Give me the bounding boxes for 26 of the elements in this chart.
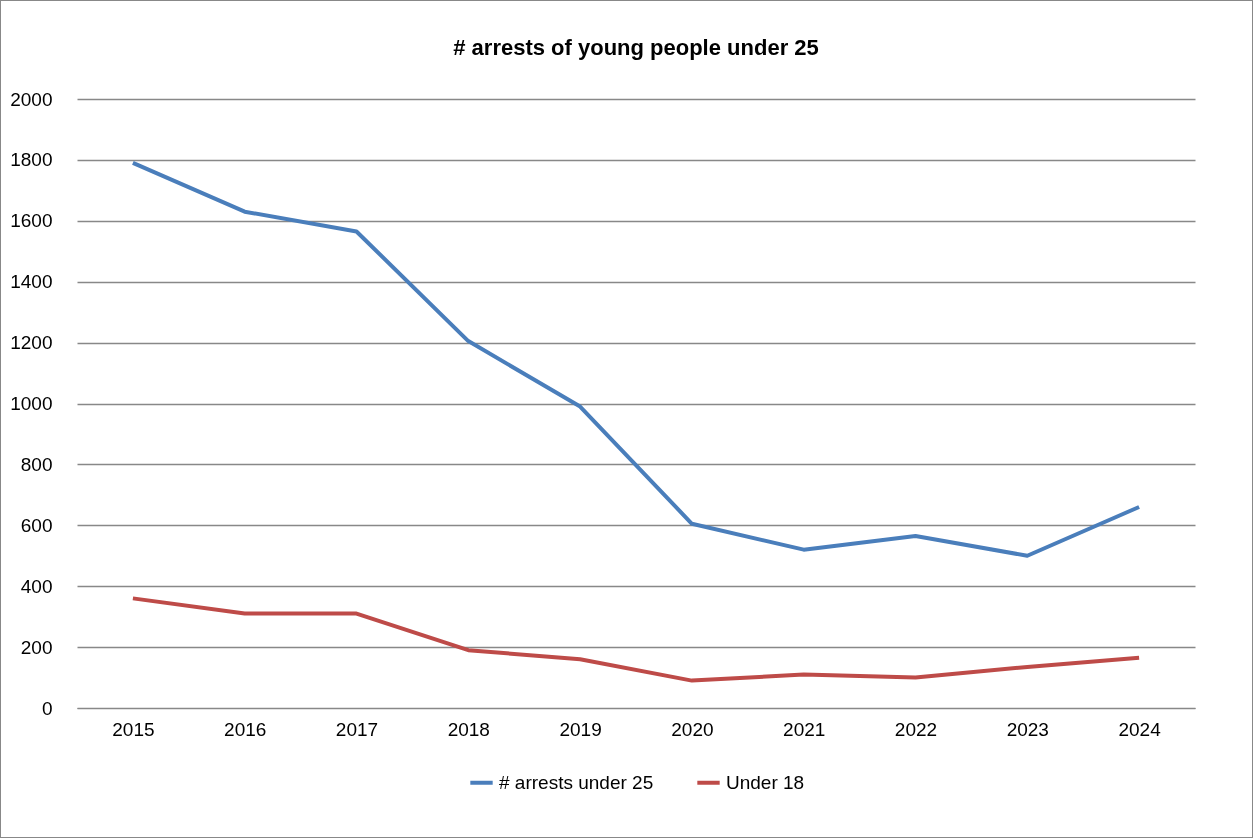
x-tick-label: 2017	[335, 718, 379, 740]
x-tick-label: 2018	[447, 718, 490, 740]
line-series	[130, 596, 1142, 683]
x-tick-label: 2022	[894, 718, 938, 740]
x-tick-label: 2021	[783, 718, 826, 740]
line-series	[130, 160, 1142, 558]
y-tick-label: 2000	[10, 88, 53, 110]
x-tick-label: 2015	[112, 718, 155, 740]
y-tick-label: 600	[20, 514, 53, 536]
chart-title: # arrests of young people under 25	[453, 35, 819, 60]
y-tick-label: 1600	[10, 210, 53, 232]
legend-label: Under 18	[726, 771, 805, 793]
y-tick-label: 1400	[10, 271, 53, 293]
y-tick-label: 200	[20, 636, 53, 658]
legend-label: # arrests under 25	[499, 771, 654, 793]
x-tick-label: 2020	[671, 718, 714, 740]
y-tick-label: 800	[20, 453, 53, 475]
x-tick-label: 2024	[1118, 718, 1162, 740]
y-tick-label: 400	[20, 575, 53, 597]
y-tick-label: 1800	[10, 149, 53, 171]
x-tick-label: 2016	[224, 718, 267, 740]
x-tick-label: 2023	[1006, 718, 1049, 740]
x-tick-label: 2019	[559, 718, 602, 740]
y-tick-label: 1200	[10, 332, 53, 354]
y-tick-label: 0	[41, 697, 53, 719]
y-tick-label: 1000	[10, 393, 53, 414]
